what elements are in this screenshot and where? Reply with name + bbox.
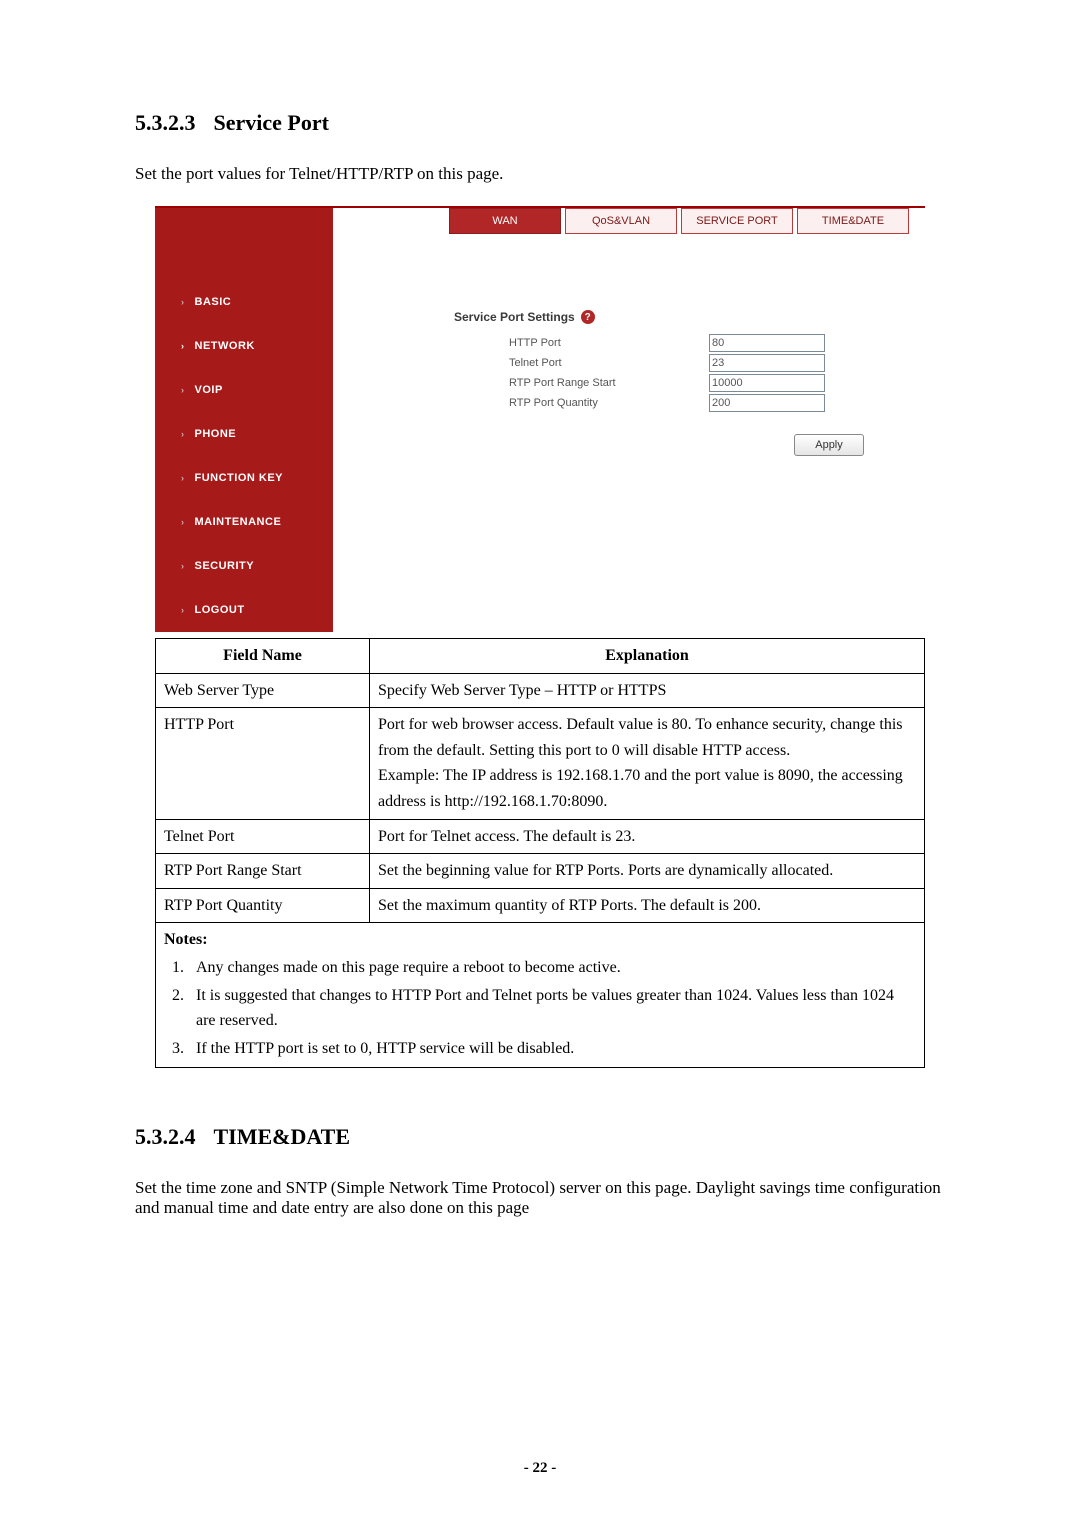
note-item: If the HTTP port is set to 0, HTTP servi… bbox=[188, 1036, 916, 1062]
panel-title: Service Port Settings ? bbox=[454, 310, 909, 324]
rtp-start-input[interactable] bbox=[709, 374, 825, 392]
chevron-right-icon: › bbox=[181, 385, 185, 395]
sidebar-item-label: SECURITY bbox=[195, 560, 255, 572]
section-heading-time-date: 5.3.2.4 TIME&DATE bbox=[135, 1124, 945, 1150]
cell-exp: Port for Telnet access. The default is 2… bbox=[370, 819, 925, 854]
cell-field: HTTP Port bbox=[156, 708, 370, 819]
tab-label: SERVICE PORT bbox=[696, 215, 778, 227]
cell-field: RTP Port Range Start bbox=[156, 854, 370, 889]
cell-exp: Set the maximum quantity of RTP Ports. T… bbox=[370, 888, 925, 923]
tab-qosvlan[interactable]: QoS&VLAN bbox=[565, 208, 677, 234]
chevron-right-icon: › bbox=[181, 297, 185, 307]
form-label: Telnet Port bbox=[509, 357, 709, 369]
tab-label: TIME&DATE bbox=[822, 215, 884, 227]
note-item: Any changes made on this page require a … bbox=[188, 955, 916, 981]
ui-panel: › BASIC › NETWORK › VOIP › PHONE › FUNCTION K… bbox=[155, 206, 925, 632]
sidebar-item-label: FUNCTION KEY bbox=[195, 472, 284, 484]
th-explanation: Explanation bbox=[370, 639, 925, 674]
explanation-table: Field Name Explanation Web Server Type S… bbox=[155, 638, 925, 1068]
http-port-input[interactable] bbox=[709, 334, 825, 352]
section-intro: Set the time zone and SNTP (Simple Netwo… bbox=[135, 1178, 945, 1218]
section-number: 5.3.2.4 bbox=[135, 1124, 196, 1150]
page-number: - 22 - bbox=[0, 1460, 1080, 1477]
table-row: Telnet Port Port for Telnet access. The … bbox=[156, 819, 925, 854]
tabs: WAN QoS&VLAN SERVICE PORT TIME&DATE bbox=[449, 208, 909, 234]
sidebar-item-label: PHONE bbox=[195, 428, 237, 440]
telnet-port-input[interactable] bbox=[709, 354, 825, 372]
chevron-right-icon: › bbox=[181, 561, 185, 571]
chevron-right-icon: › bbox=[181, 341, 185, 351]
cell-exp: Set the beginning value for RTP Ports. P… bbox=[370, 854, 925, 889]
table-head-row: Field Name Explanation bbox=[156, 639, 925, 674]
sidebar-item-basic[interactable]: › BASIC bbox=[155, 280, 333, 324]
table-row: HTTP Port Port for web browser access. D… bbox=[156, 708, 925, 819]
section-title-text: TIME&DATE bbox=[214, 1124, 351, 1149]
table-notes-row: Notes: Any changes made on this page req… bbox=[156, 923, 925, 1068]
cell-exp: Specify Web Server Type – HTTP or HTTPS bbox=[370, 673, 925, 708]
main-content: WAN QoS&VLAN SERVICE PORT TIME&DATE Serv… bbox=[333, 208, 925, 632]
sidebar-item-label: LOGOUT bbox=[195, 604, 245, 616]
cell-field: Telnet Port bbox=[156, 819, 370, 854]
form-row-rtp-qty: RTP Port Quantity bbox=[509, 394, 909, 412]
rtp-qty-input[interactable] bbox=[709, 394, 825, 412]
tab-time-date[interactable]: TIME&DATE bbox=[797, 208, 909, 234]
section-title-text: Service Port bbox=[214, 110, 329, 135]
sidebar-item-logout[interactable]: › LOGOUT bbox=[155, 588, 333, 632]
form-row-telnet-port: Telnet Port bbox=[509, 354, 909, 372]
section-number: 5.3.2.3 bbox=[135, 110, 196, 136]
tab-service-port[interactable]: SERVICE PORT bbox=[681, 208, 793, 234]
table-row: RTP Port Quantity Set the maximum quanti… bbox=[156, 888, 925, 923]
note-item: It is suggested that changes to HTTP Por… bbox=[188, 983, 916, 1034]
help-icon[interactable]: ? bbox=[581, 310, 595, 324]
table-row: RTP Port Range Start Set the beginning v… bbox=[156, 854, 925, 889]
apply-row: Apply bbox=[349, 434, 909, 456]
chevron-right-icon: › bbox=[181, 605, 185, 615]
notes-cell: Notes: Any changes made on this page req… bbox=[156, 923, 925, 1068]
section-intro: Set the port values for Telnet/HTTP/RTP … bbox=[135, 164, 945, 184]
table-row: Web Server Type Specify Web Server Type … bbox=[156, 673, 925, 708]
form-row-http-port: HTTP Port bbox=[509, 334, 909, 352]
th-field-name: Field Name bbox=[156, 639, 370, 674]
sidebar-item-label: VOIP bbox=[195, 384, 223, 396]
sidebar-item-phone[interactable]: › PHONE bbox=[155, 412, 333, 456]
tab-label: WAN bbox=[492, 215, 517, 227]
document-page: 5.3.2.3 Service Port Set the port values … bbox=[0, 0, 1080, 1527]
sidebar-item-security[interactable]: › SECURITY bbox=[155, 544, 333, 588]
sidebar: › BASIC › NETWORK › VOIP › PHONE › FUNCTION K… bbox=[155, 208, 333, 632]
cell-exp: Port for web browser access. Default val… bbox=[370, 708, 925, 819]
apply-button[interactable]: Apply bbox=[794, 434, 864, 456]
sidebar-item-voip[interactable]: › VOIP bbox=[155, 368, 333, 412]
sidebar-item-network[interactable]: › NETWORK bbox=[155, 324, 333, 368]
chevron-right-icon: › bbox=[181, 517, 185, 527]
sidebar-item-function-key[interactable]: › FUNCTION KEY bbox=[155, 456, 333, 500]
form-label: RTP Port Quantity bbox=[509, 397, 709, 409]
section-heading-service-port: 5.3.2.3 Service Port bbox=[135, 110, 945, 136]
sidebar-item-label: NETWORK bbox=[195, 340, 255, 352]
notes-list: Any changes made on this page require a … bbox=[164, 955, 916, 1061]
cell-field: Web Server Type bbox=[156, 673, 370, 708]
form-label: HTTP Port bbox=[509, 337, 709, 349]
chevron-right-icon: › bbox=[181, 473, 185, 483]
notes-title: Notes: bbox=[164, 927, 916, 953]
tab-label: QoS&VLAN bbox=[592, 215, 650, 227]
sidebar-item-label: MAINTENANCE bbox=[195, 516, 282, 528]
chevron-right-icon: › bbox=[181, 429, 185, 439]
cell-field: RTP Port Quantity bbox=[156, 888, 370, 923]
sidebar-item-maintenance[interactable]: › MAINTENANCE bbox=[155, 500, 333, 544]
sidebar-item-label: BASIC bbox=[195, 296, 232, 308]
form-label: RTP Port Range Start bbox=[509, 377, 709, 389]
form-row-rtp-start: RTP Port Range Start bbox=[509, 374, 909, 392]
panel-title-text: Service Port Settings bbox=[454, 310, 575, 324]
tab-wan[interactable]: WAN bbox=[449, 208, 561, 234]
